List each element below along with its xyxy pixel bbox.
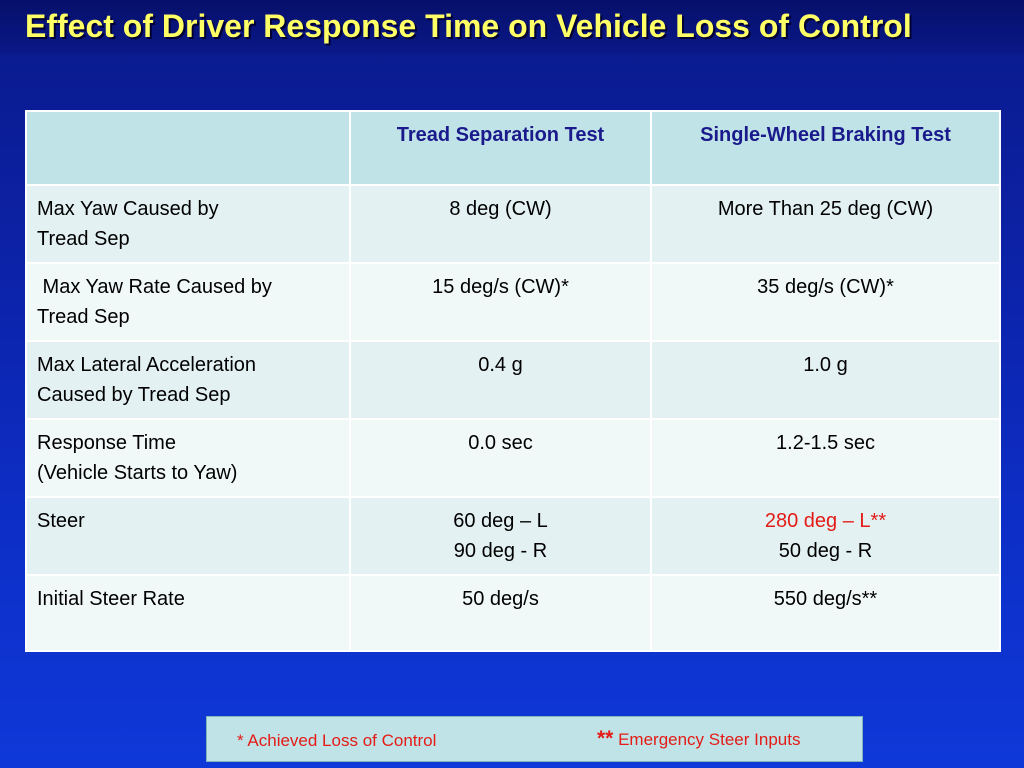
header-single-wheel-braking-test: Single-Wheel Braking Test [650, 110, 1001, 186]
single-wheel-value: 1.0 g [650, 340, 1001, 420]
row-label: Max Yaw Rate Caused by Tread Sep [25, 262, 351, 342]
row-label-line: Tread Sep [37, 306, 130, 328]
header-empty-cell [25, 110, 351, 186]
table-row: Response Time (Vehicle Starts to Yaw) 0.0… [25, 418, 1001, 498]
row-label: Max Yaw Caused by Tread Sep [25, 184, 351, 264]
row-label: Response Time (Vehicle Starts to Yaw) [25, 418, 351, 498]
footnote-emergency-steer-text: Emergency Steer Inputs [613, 730, 801, 749]
single-wheel-value: 35 deg/s (CW)* [650, 262, 1001, 342]
footnote-emergency-steer: ** Emergency Steer Inputs [597, 727, 800, 751]
single-wheel-value: More Than 25 deg (CW) [650, 184, 1001, 264]
row-label: Initial Steer Rate [25, 574, 351, 652]
comparison-table: Tread Separation Test Single-Wheel Braki… [25, 110, 1001, 652]
row-label-line: (Vehicle Starts to Yaw) [37, 462, 238, 484]
table-header-row: Tread Separation Test Single-Wheel Braki… [25, 110, 1001, 186]
tread-value-line: 90 deg - R [453, 540, 548, 562]
tread-value: 15 deg/s (CW)* [349, 262, 652, 342]
row-label: Steer [25, 496, 351, 576]
tread-value: 0.4 g [349, 340, 652, 420]
table-row: Max Yaw Caused by Tread Sep 8 deg (CW) Mo… [25, 184, 1001, 264]
title-bar [0, 0, 1024, 54]
table-row: Initial Steer Rate 50 deg/s 550 deg/s** [25, 574, 1001, 652]
row-label-line: Response Time [37, 432, 176, 454]
single-wheel-value: 550 deg/s** [650, 574, 1001, 652]
single-wheel-value: 1.2-1.5 sec [650, 418, 1001, 498]
row-label: Max Lateral Acceleration Caused by Tread … [25, 340, 351, 420]
footnote-loss-of-control: * Achieved Loss of Control [237, 731, 437, 750]
table-row: Steer 60 deg – L 90 deg - R 280 deg – L**… [25, 496, 1001, 576]
single-wheel-value: 280 deg – L** 50 deg - R [650, 496, 1001, 576]
slide-title: Effect of Driver Response Time on Vehicl… [25, 8, 912, 44]
footnote-legend: * Achieved Loss of Control ** Emergency … [206, 716, 863, 762]
table-row: Max Yaw Rate Caused by Tread Sep 15 deg/s… [25, 262, 1001, 342]
double-asterisk-marker: ** [597, 727, 614, 750]
row-label-line: Max Yaw Caused by [37, 198, 219, 220]
table-row: Max Lateral Acceleration Caused by Tread … [25, 340, 1001, 420]
tread-value: 50 deg/s [349, 574, 652, 652]
tread-value: 8 deg (CW) [349, 184, 652, 264]
row-label-line: Max Yaw Rate Caused by [37, 276, 272, 298]
single-wheel-value-line: 280 deg – L** [764, 510, 887, 532]
single-wheel-value-line: 50 deg - R [778, 540, 873, 562]
tread-value-line: 60 deg – L [453, 510, 548, 532]
tread-value: 0.0 sec [349, 418, 652, 498]
row-label-line: Tread Sep [37, 228, 130, 250]
tread-value: 60 deg – L 90 deg - R [349, 496, 652, 576]
row-label-line: Caused by Tread Sep [37, 384, 231, 406]
header-tread-separation-test: Tread Separation Test [349, 110, 652, 186]
row-label-line: Max Lateral Acceleration [37, 354, 257, 376]
